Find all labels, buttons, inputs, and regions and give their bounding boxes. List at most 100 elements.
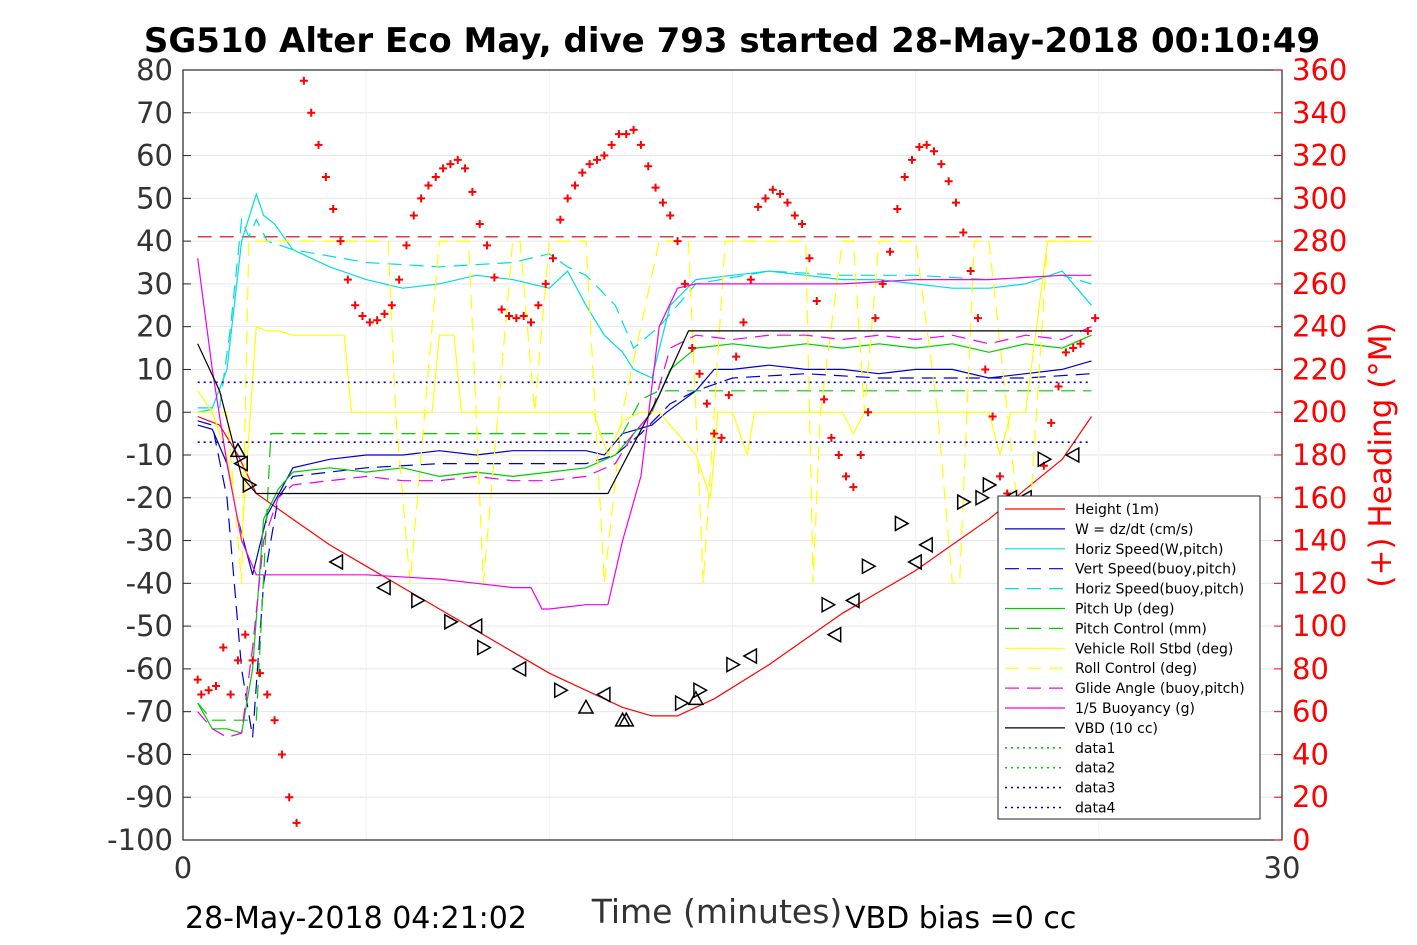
- heading-point: [233, 656, 242, 665]
- heading-point: [666, 211, 675, 220]
- heading-point: [805, 254, 814, 263]
- triangle-marker-left: [844, 592, 860, 609]
- heading-point: [336, 237, 345, 246]
- y-right-tick-label: 260: [1292, 267, 1347, 301]
- triangle-marker-left: [595, 686, 611, 703]
- heading-point: [527, 318, 536, 327]
- y-tick-label: 40: [136, 224, 173, 258]
- heading-point: [365, 318, 374, 327]
- y-tick-label: 60: [136, 139, 173, 173]
- y-right-tick-label: 140: [1292, 524, 1347, 558]
- legend-label: data4: [1075, 801, 1116, 817]
- heading-point: [688, 344, 697, 353]
- heading-point: [241, 630, 250, 639]
- heading-point: [211, 682, 220, 690]
- heading-point: [380, 309, 389, 318]
- legend-label: Pitch Up (deg): [1075, 602, 1174, 618]
- y-right-tick-label: 360: [1292, 53, 1347, 87]
- triangle-marker-right: [411, 592, 426, 609]
- heading-point: [329, 205, 338, 214]
- heading-point: [754, 202, 763, 211]
- heading-point: [600, 151, 609, 160]
- heading-point: [548, 254, 557, 263]
- heading-point: [783, 198, 792, 207]
- y-tick-label: 70: [136, 96, 173, 130]
- series-horiz-speed-w-pitch: [197, 192, 1092, 409]
- y-tick-label: -30: [126, 524, 173, 558]
- heading-point: [915, 143, 924, 151]
- heading-point: [387, 301, 396, 310]
- plot-area: [193, 76, 1100, 827]
- y-tick-label: -100: [107, 823, 173, 857]
- heading-point: [702, 399, 711, 408]
- heading-point: [461, 164, 470, 173]
- legend-entries: Height (1m) W = dz/dt (cm/s) Horiz Speed(W…: [1005, 502, 1245, 817]
- heading-point: [629, 125, 638, 134]
- heading-point: [505, 311, 514, 320]
- heading-point: [886, 247, 895, 256]
- y-right-tick-label: 0: [1292, 823, 1310, 857]
- legend-label: Height (1m): [1075, 502, 1159, 518]
- heading-point: [409, 211, 418, 220]
- heading-point: [299, 76, 308, 85]
- legend-label: data1: [1075, 741, 1115, 757]
- heading-point: [937, 160, 946, 169]
- triangle-marker-right: [674, 694, 690, 712]
- y-right-tick-label: 40: [1292, 737, 1329, 771]
- triangle-marker-right: [726, 656, 742, 673]
- heading-point: [871, 314, 880, 323]
- y-tick-label: 0: [155, 395, 173, 429]
- legend: Height (1m) W = dz/dt (cm/s) Horiz Speed(W…: [997, 495, 1261, 820]
- heading-point: [636, 140, 645, 149]
- triangle-marker-left: [742, 647, 758, 665]
- y-axis-right: 3603403203002802602402202001801601401201…: [1274, 53, 1347, 857]
- heading-point: [204, 686, 213, 695]
- x-axis-label: Time (minutes): [591, 892, 843, 931]
- triangle-marker-left: [1064, 446, 1080, 464]
- heading-point: [314, 140, 323, 149]
- series-glide-angle-buoy-pitch: [197, 326, 1092, 738]
- heading-point: [710, 429, 719, 438]
- heading-point: [790, 211, 799, 220]
- triangle-marker-up: [577, 698, 595, 714]
- legend-label: data3: [1075, 781, 1115, 797]
- triangle-marker-right: [894, 515, 910, 532]
- heading-point: [417, 194, 426, 203]
- heading-point: [973, 314, 982, 323]
- triangle-marker-right: [975, 489, 991, 507]
- triangle-marker-right: [982, 476, 998, 494]
- triangle-marker-up: [229, 442, 247, 458]
- heading-point: [680, 279, 689, 288]
- chart-title: SG510 Alter Eco May, dive 793 started 28…: [144, 21, 1320, 61]
- heading-point: [578, 168, 587, 177]
- heading-point: [776, 190, 785, 199]
- y-tick-label: -70: [126, 695, 173, 729]
- triangle-marker-right: [242, 476, 258, 494]
- heading-point: [732, 352, 741, 361]
- legend-label: Glide Angle (buoy,pitch): [1075, 681, 1245, 697]
- heading-point: [563, 194, 572, 203]
- heading-point: [622, 130, 631, 139]
- triangle-marker-right: [1037, 451, 1053, 468]
- y-tick-label: 80: [136, 53, 173, 87]
- series-vehicle-roll-stbd-deg: [197, 240, 1092, 541]
- heading-point: [270, 716, 279, 725]
- heading-point: [929, 147, 938, 156]
- heading-point: [446, 160, 455, 169]
- heading-point: [1069, 344, 1078, 353]
- heading-point: [395, 275, 404, 284]
- heading-point: [768, 185, 777, 194]
- heading-point: [842, 472, 851, 481]
- series-horiz-speed-buoy-pitch: [197, 217, 1092, 413]
- x-tick-label: 0: [174, 851, 192, 885]
- heading-point: [556, 215, 565, 224]
- y-right-tick-label: 60: [1292, 695, 1329, 729]
- triangle-marker-up: [617, 711, 635, 727]
- heading-point: [483, 241, 492, 250]
- heading-point: [864, 408, 873, 417]
- legend-label: Vert Speed(buoy,pitch): [1075, 562, 1237, 578]
- footer-timestamp: 28-May-2018 04:21:02: [185, 901, 527, 936]
- footer-vbd-bias: VBD bias =0 cc: [845, 901, 1076, 936]
- heading-point: [908, 155, 917, 164]
- heading-point: [519, 311, 528, 320]
